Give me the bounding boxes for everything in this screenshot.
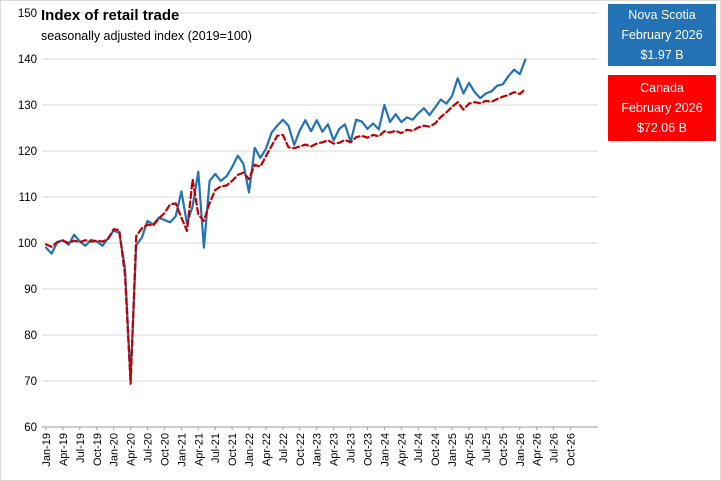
x-tick-label: Oct-26 <box>566 433 578 466</box>
x-tick-label: Jan-23 <box>312 433 324 467</box>
x-tick-label: Apr-23 <box>329 433 341 466</box>
legend-ca-period: February 2026 <box>621 101 703 115</box>
x-tick-label: Apr-24 <box>396 433 408 466</box>
x-tick-label: Jan-22 <box>244 433 256 467</box>
y-tick-label: 60 <box>24 422 37 434</box>
x-tick-label: Jan-26 <box>515 433 527 467</box>
x-tick-label: Jul-19 <box>75 433 87 463</box>
y-tick-label: 100 <box>18 238 37 250</box>
series-line-nova-scotia <box>44 58 527 382</box>
x-tick-label: Oct-24 <box>430 433 442 466</box>
x-tick-label: Apr-22 <box>261 433 273 466</box>
x-tick-label: Oct-23 <box>362 433 374 466</box>
legend-ca-value: $72.06 B <box>636 121 688 135</box>
x-tick-label: Jan-19 <box>41 433 53 467</box>
y-tick-label: 150 <box>18 8 37 20</box>
x-tick-label: Oct-20 <box>159 433 171 466</box>
x-tick-label: Oct-21 <box>227 433 239 466</box>
y-tick-label: 80 <box>24 330 37 342</box>
x-tick-label: Jul-24 <box>413 433 425 463</box>
y-tick-label: 110 <box>19 192 37 204</box>
series-line-canada <box>44 87 527 385</box>
x-tick-label: Oct-25 <box>498 433 510 466</box>
legend-ns-value: $1.97 B <box>640 48 684 62</box>
x-tick-label: Jan-24 <box>379 433 391 467</box>
x-tick-label: Jul-23 <box>346 433 358 463</box>
legend-ca-region: Canada <box>640 81 684 95</box>
y-tick-label: 70 <box>24 376 37 388</box>
x-tick-label: Apr-20 <box>126 433 138 466</box>
x-tick-label: Apr-19 <box>58 433 70 466</box>
y-tick-label: 90 <box>24 284 37 296</box>
y-tick-label: 130 <box>18 100 37 112</box>
x-tick-label: Jul-21 <box>210 433 222 463</box>
x-tick-label: Jan-25 <box>447 433 459 467</box>
x-tick-label: Apr-26 <box>532 433 544 466</box>
legend-ns-region: Nova Scotia <box>628 8 696 22</box>
x-tick-label: Jan-20 <box>109 433 121 467</box>
chart-subtitle: seasonally adjusted index (2019=100) <box>41 29 252 43</box>
legend-nova-scotia: Nova Scotia February 2026 $1.97 B <box>608 4 716 66</box>
x-tick-label: Apr-21 <box>193 433 205 466</box>
x-tick-label: Jan-21 <box>176 433 188 467</box>
x-tick-label: Oct-19 <box>92 433 104 466</box>
x-tick-label: Oct-22 <box>295 433 307 466</box>
x-tick-label: Apr-25 <box>464 433 476 466</box>
chart-title: Index of retail trade <box>41 7 180 24</box>
y-tick-label: 140 <box>18 54 37 66</box>
x-tick-label: Jul-26 <box>549 433 561 463</box>
x-tick-label: Jul-22 <box>278 433 290 463</box>
x-tick-label: Jul-25 <box>481 433 493 463</box>
x-tick-label: Jul-20 <box>143 433 155 463</box>
legend-ns-period: February 2026 <box>621 28 703 42</box>
legend-canada: Canada February 2026 $72.06 B <box>608 75 716 141</box>
y-tick-label: 120 <box>18 146 37 158</box>
